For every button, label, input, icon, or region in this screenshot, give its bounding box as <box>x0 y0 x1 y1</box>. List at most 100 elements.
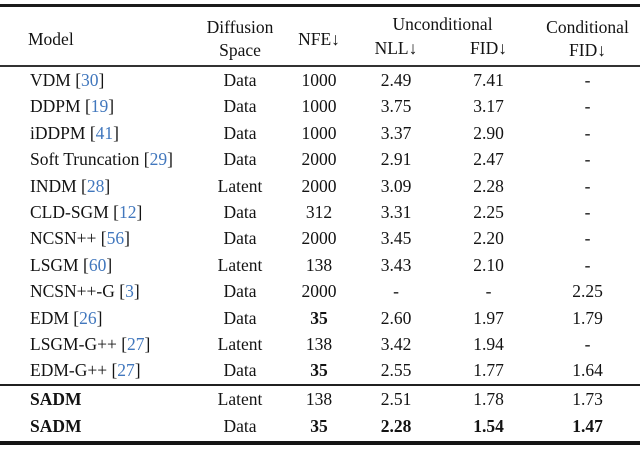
conditional-fid-cell: - <box>584 175 591 196</box>
model-name-cell: SADM <box>0 385 192 413</box>
model-name: CLD-SGM <box>30 202 109 223</box>
fid-cell: 2.20 <box>473 228 504 249</box>
col-header-unconditional: Unconditional <box>392 14 493 34</box>
fid-cell: 1.97 <box>473 307 504 328</box>
model-name-cell: DDPM [19] <box>30 96 115 117</box>
model-name: EDM-G++ <box>30 360 108 381</box>
diffusion-space-line2: Space <box>219 39 261 60</box>
citation-link[interactable]: 56 <box>106 228 125 249</box>
conditional-fid-cell: 1.64 <box>572 360 603 381</box>
citation-link[interactable]: 3 <box>125 281 134 302</box>
model-name: LSGM <box>30 254 79 275</box>
model-name: Soft Truncation <box>30 149 140 170</box>
table-row: LSGM [60] Latent 138 3.43 2.10 - <box>0 252 640 278</box>
model-name-cell: NCSN++ [56] <box>30 228 130 249</box>
conditional-line1: Conditional <box>546 16 629 37</box>
conditional-line2: FID↓ <box>569 39 606 60</box>
fid-cell: - <box>485 281 492 302</box>
citation-link[interactable]: 27 <box>117 360 135 381</box>
results-table: Model Diffusion Space NFE↓ Unconditional… <box>0 4 640 445</box>
nfe-cell: 138 <box>305 388 333 409</box>
nfe-cell: 2000 <box>301 149 337 170</box>
fid-cell: 7.41 <box>473 70 504 90</box>
conditional-fid-cell: - <box>584 96 591 117</box>
fid-cell: 2.10 <box>473 254 504 275</box>
fid-cell: 2.47 <box>473 149 504 170</box>
diffusion-space-cell: Data <box>223 122 257 143</box>
model-name-cell: iDDPM [41] <box>30 122 119 143</box>
nfe-cell: 1000 <box>301 70 337 90</box>
model-name-cell: CLD-SGM [12] <box>30 202 143 223</box>
model-name-cell: EDM [26] <box>30 307 103 328</box>
table-row: CLD-SGM [12] Data 312 3.31 2.25 - <box>0 199 640 225</box>
model-name-cell: EDM-G++ [27] <box>30 360 141 381</box>
nll-cell: - <box>393 281 399 302</box>
conditional-fid-cell: 1.47 <box>572 416 603 437</box>
model-name: LSGM-G++ <box>30 334 117 355</box>
col-header-diffusion-space: Diffusion Space <box>192 6 288 67</box>
citation-link[interactable]: 19 <box>90 96 109 117</box>
diffusion-space-cell: Data <box>223 228 257 249</box>
citation-link[interactable]: 41 <box>95 122 114 143</box>
diffusion-space-line1: Diffusion <box>206 16 274 37</box>
nfe-cell: 138 <box>305 254 333 275</box>
diffusion-space-cell: Data <box>223 96 257 117</box>
fid-cell: 1.54 <box>473 416 504 437</box>
conditional-fid-cell: - <box>584 228 591 249</box>
diffusion-space-cell: Data <box>223 416 257 437</box>
model-name: EDM <box>30 307 69 328</box>
fid-cell: 1.78 <box>473 388 504 409</box>
citation-link[interactable]: 30 <box>81 70 99 90</box>
fid-cell: 1.94 <box>473 334 504 355</box>
table-row: EDM [26] Data 35 2.60 1.97 1.79 <box>0 305 640 331</box>
conditional-fid-cell: - <box>584 70 591 90</box>
model-name: SADM <box>30 388 82 409</box>
nll-cell: 2.51 <box>380 388 412 409</box>
fid-cell: 2.25 <box>473 202 504 223</box>
fid-cell: 1.77 <box>473 360 504 381</box>
conditional-fid-cell: 2.25 <box>572 281 603 302</box>
citation-link[interactable]: 27 <box>127 334 145 355</box>
col-header-nll: NLL↓ <box>374 38 418 58</box>
table-row: EDM-G++ [27] Data 35 2.55 1.77 1.64 <box>0 357 640 384</box>
diffusion-space-cell: Latent <box>217 175 263 196</box>
fid-cell: 2.90 <box>473 122 504 143</box>
table-row: NCSN++ [56] Data 2000 3.45 2.20 - <box>0 225 640 251</box>
diffusion-space-cell: Latent <box>217 388 263 409</box>
citation-link[interactable]: 60 <box>88 254 107 275</box>
model-name-cell: INDM [28] <box>30 175 111 196</box>
conditional-fid-cell: - <box>584 202 591 223</box>
nfe-cell: 138 <box>305 334 333 355</box>
nll-cell: 2.49 <box>380 70 412 90</box>
model-name: DDPM <box>30 96 81 117</box>
conditional-fid-cell: - <box>584 334 591 355</box>
diffusion-space-cell: Latent <box>217 254 263 275</box>
nll-cell: 3.37 <box>380 122 412 143</box>
citation-link[interactable]: 28 <box>86 175 105 196</box>
nll-cell: 2.55 <box>380 360 412 381</box>
citation-link[interactable]: 29 <box>149 149 168 170</box>
fid-cell: 2.28 <box>473 175 504 196</box>
diffusion-space-cell: Data <box>223 307 257 328</box>
citation-link[interactable]: 26 <box>79 307 97 328</box>
citation-link[interactable]: 12 <box>118 202 137 223</box>
nfe-cell: 312 <box>305 202 333 223</box>
nll-cell: 3.45 <box>380 228 412 249</box>
nll-cell: 3.31 <box>380 202 412 223</box>
conditional-fid-cell: - <box>584 149 591 170</box>
diffusion-space-cell: Data <box>223 149 257 170</box>
table-row: iDDPM [41] Data 1000 3.37 2.90 - <box>0 120 640 146</box>
col-header-model: Model <box>28 28 74 49</box>
table-row: VDM [30] Data 1000 2.49 7.41 - <box>0 66 640 93</box>
table-row: LSGM-G++ [27] Latent 138 3.42 1.94 - <box>0 331 640 357</box>
nll-cell: 3.75 <box>380 96 412 117</box>
nll-cell: 2.91 <box>380 149 412 170</box>
diffusion-space-cell: Data <box>223 281 257 302</box>
model-name: VDM <box>30 70 71 90</box>
nll-cell: 3.42 <box>380 334 412 355</box>
model-name-cell: SADM <box>0 413 192 442</box>
nfe-cell: 35 <box>310 307 328 328</box>
nfe-cell: 2000 <box>301 175 337 196</box>
nll-cell: 2.60 <box>380 307 412 328</box>
diffusion-space-cell: Latent <box>217 334 263 355</box>
